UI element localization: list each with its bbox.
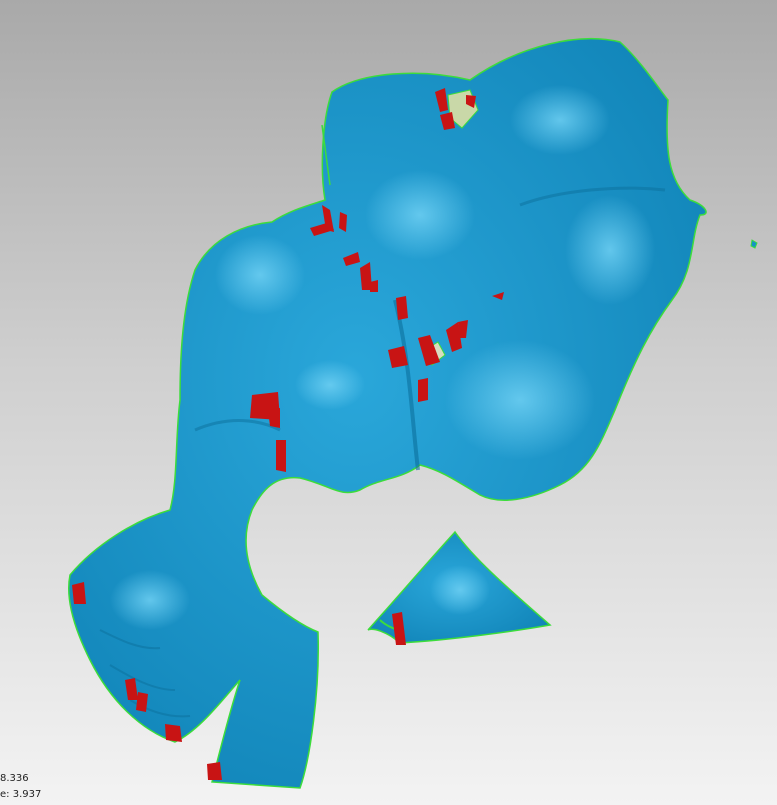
status-readout: 8.336 e: 3.937 <box>0 771 41 803</box>
surface-highlight <box>365 170 475 260</box>
surface-crease <box>519 186 666 207</box>
readout-value-1: 8.336 <box>0 773 29 784</box>
scan-mesh-main <box>67 37 707 789</box>
boundary-edge <box>321 124 331 186</box>
surface-highlight <box>295 360 365 410</box>
surface-crease <box>194 419 281 432</box>
surface-crease <box>393 299 420 471</box>
surface-crease <box>129 699 191 718</box>
surface-highlight <box>430 565 490 615</box>
surface-highlight <box>110 570 190 630</box>
surface-highlight <box>565 195 655 305</box>
surface-highlight <box>445 340 595 460</box>
surface-highlight <box>215 235 305 315</box>
defect-markers <box>72 88 504 780</box>
surface-highlight <box>510 85 610 155</box>
scan-mesh-speck <box>750 239 758 249</box>
surface-crease <box>99 629 161 650</box>
readout-value-2: e: 3.937 <box>0 789 42 800</box>
surface-crease <box>109 664 176 691</box>
